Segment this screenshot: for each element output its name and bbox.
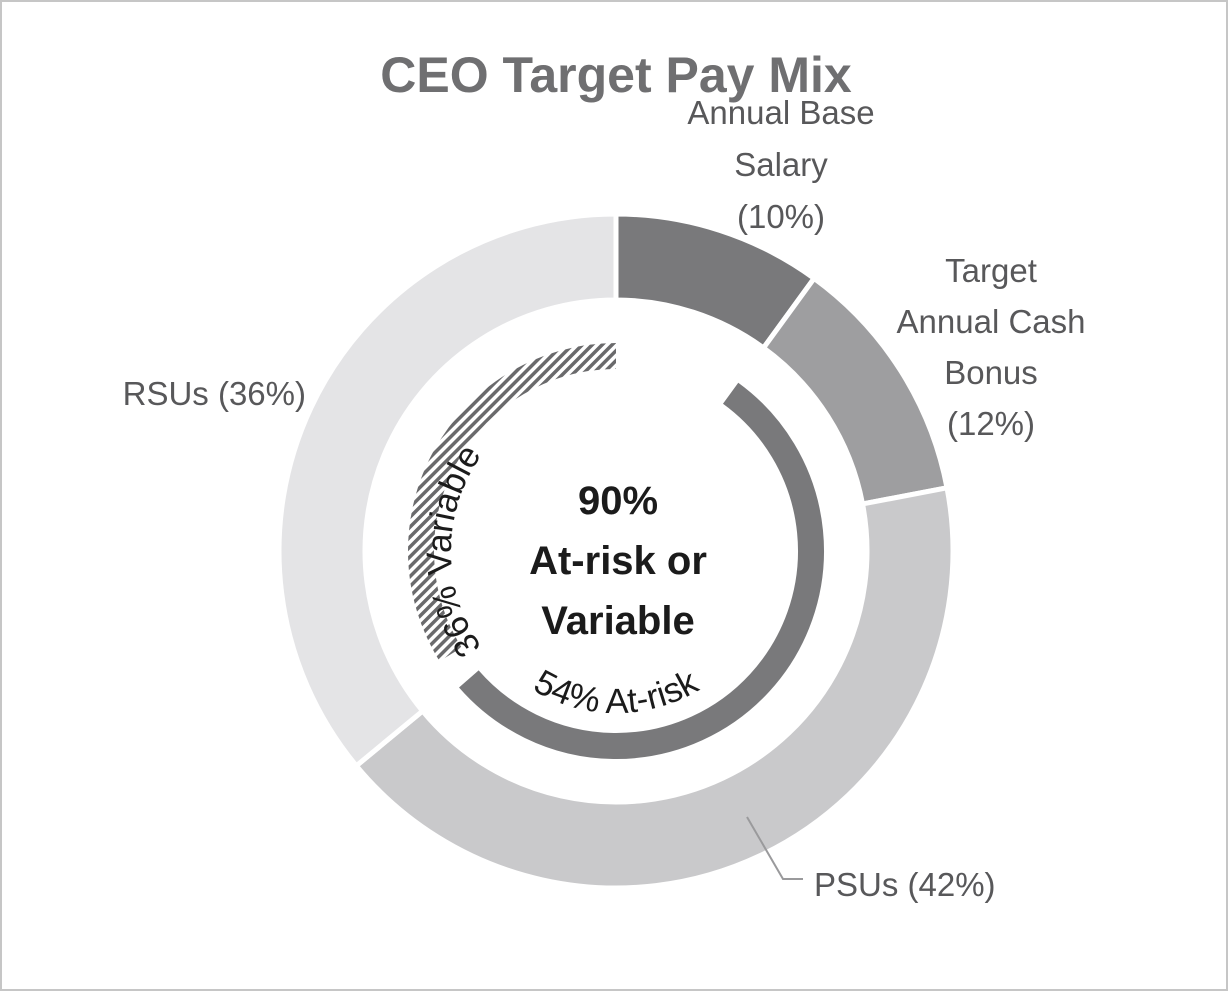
segment-psus — [352, 484, 956, 891]
leader-line-psus — [746, 816, 803, 880]
segment-label-psus: PSUs (42%) — [814, 866, 996, 903]
arc-variable — [408, 343, 617, 662]
segment-label-rsus: RSUs (36%) — [123, 375, 306, 412]
chart-title: CEO Target Pay Mix — [380, 47, 852, 103]
segment-label-target-annual-cash-bonus: Target Annual Cash Bonus (12%) — [897, 252, 1086, 442]
donut-ring — [276, 211, 956, 891]
segment-rsus — [276, 211, 619, 770]
segment-labels: Annual Base Salary (10%)Target Annual Cash B… — [123, 94, 1086, 903]
arc-label-at-risk: 54% At-risk — [528, 662, 705, 721]
arc-at-risk — [459, 382, 824, 759]
center-label: 90% At-risk or Variable — [529, 479, 707, 643]
center-label-text: 90% At-risk or Variable — [529, 479, 707, 643]
segment-label-annual-base-salary: Annual Base Salary (10%) — [687, 94, 874, 235]
